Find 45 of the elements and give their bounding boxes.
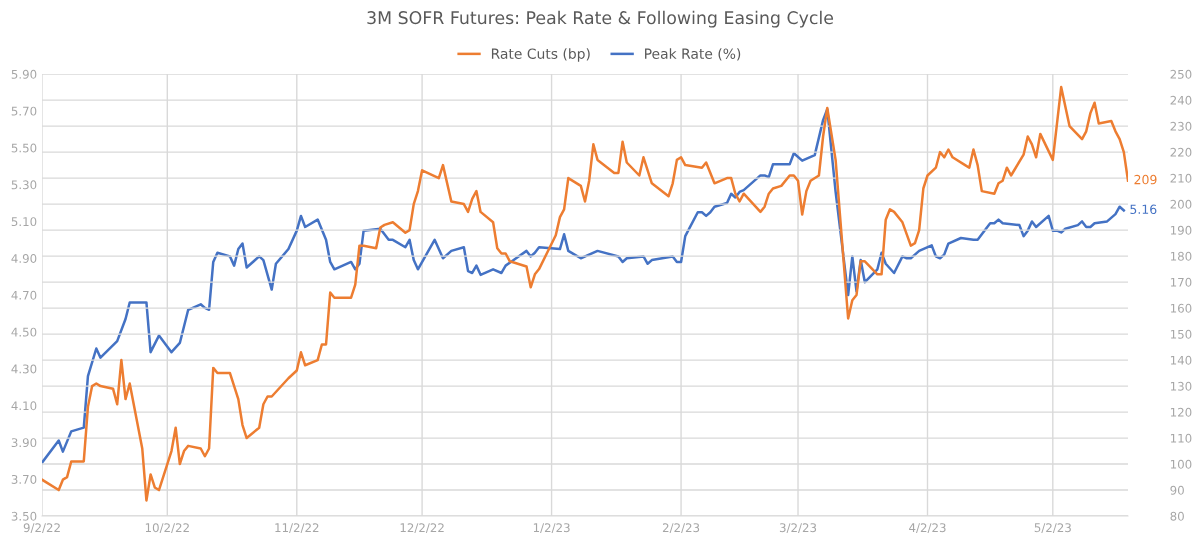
x-tick-label: 1/2/23 xyxy=(533,523,570,534)
y2-tick-label: 210 xyxy=(1170,173,1192,183)
y-tick-label: 4.30 xyxy=(11,364,37,374)
y2-tick-label: 170 xyxy=(1170,277,1192,287)
y2-tick-label: 200 xyxy=(1170,199,1192,209)
y-tick-label: 5.90 xyxy=(11,69,37,79)
y2-tick-label: 140 xyxy=(1170,355,1192,365)
chart-title: 3M SOFR Futures: Peak Rate & Following Easing Cycle xyxy=(367,10,834,28)
y2-tick-label: 240 xyxy=(1170,95,1192,105)
y-tick-label: 4.50 xyxy=(11,327,37,337)
y-tick-label: 3.50 xyxy=(11,511,37,521)
x-tick-label: 3/2/23 xyxy=(779,523,817,534)
x-tick-label: 11/2/22 xyxy=(275,523,319,534)
y-tick-label: 4.10 xyxy=(11,401,37,411)
legend-label: Rate Cuts (bp) xyxy=(491,48,590,62)
x-tick-label: 5/2/23 xyxy=(1034,523,1071,534)
y2-tick-label: 80 xyxy=(1170,511,1184,521)
y2-tick-label: 160 xyxy=(1170,303,1192,313)
y-tick-label: 3.70 xyxy=(11,474,37,484)
y-tick-label: 5.30 xyxy=(11,180,37,190)
y2-tick-label: 90 xyxy=(1170,485,1184,495)
x-tick-label: 4/2/23 xyxy=(909,523,946,534)
y2-tick-label: 230 xyxy=(1170,121,1192,131)
x-tick-label: 9/2/22 xyxy=(23,523,60,534)
y2-tick-label: 190 xyxy=(1170,225,1192,235)
legend-label: Peak Rate (%) xyxy=(645,48,741,61)
y2-tick-label: 180 xyxy=(1170,251,1192,261)
y-tick-label: 4.90 xyxy=(11,253,37,263)
y2-tick-label: 220 xyxy=(1170,147,1192,157)
y-tick-label: 5.70 xyxy=(11,106,37,116)
x-tick-label: 10/2/22 xyxy=(145,523,189,534)
x-tick-label: 2/2/23 xyxy=(662,523,700,534)
y2-tick-label: 250 xyxy=(1170,69,1192,79)
y2-tick-label: 100 xyxy=(1170,459,1192,469)
data-label: 209 xyxy=(1134,174,1157,185)
y2-tick-label: 110 xyxy=(1170,433,1192,443)
y2-tick-label: 130 xyxy=(1170,381,1192,391)
y-tick-label: 5.10 xyxy=(11,217,37,227)
y-tick-label: 5.50 xyxy=(11,143,37,153)
x-tick-label: 12/2/22 xyxy=(400,523,444,534)
y2-tick-label: 120 xyxy=(1170,407,1192,417)
y-tick-label: 4.70 xyxy=(11,290,37,300)
y2-tick-label: 150 xyxy=(1170,329,1192,339)
y-tick-label: 3.90 xyxy=(11,438,37,448)
data-label: 5.16 xyxy=(1130,204,1157,215)
